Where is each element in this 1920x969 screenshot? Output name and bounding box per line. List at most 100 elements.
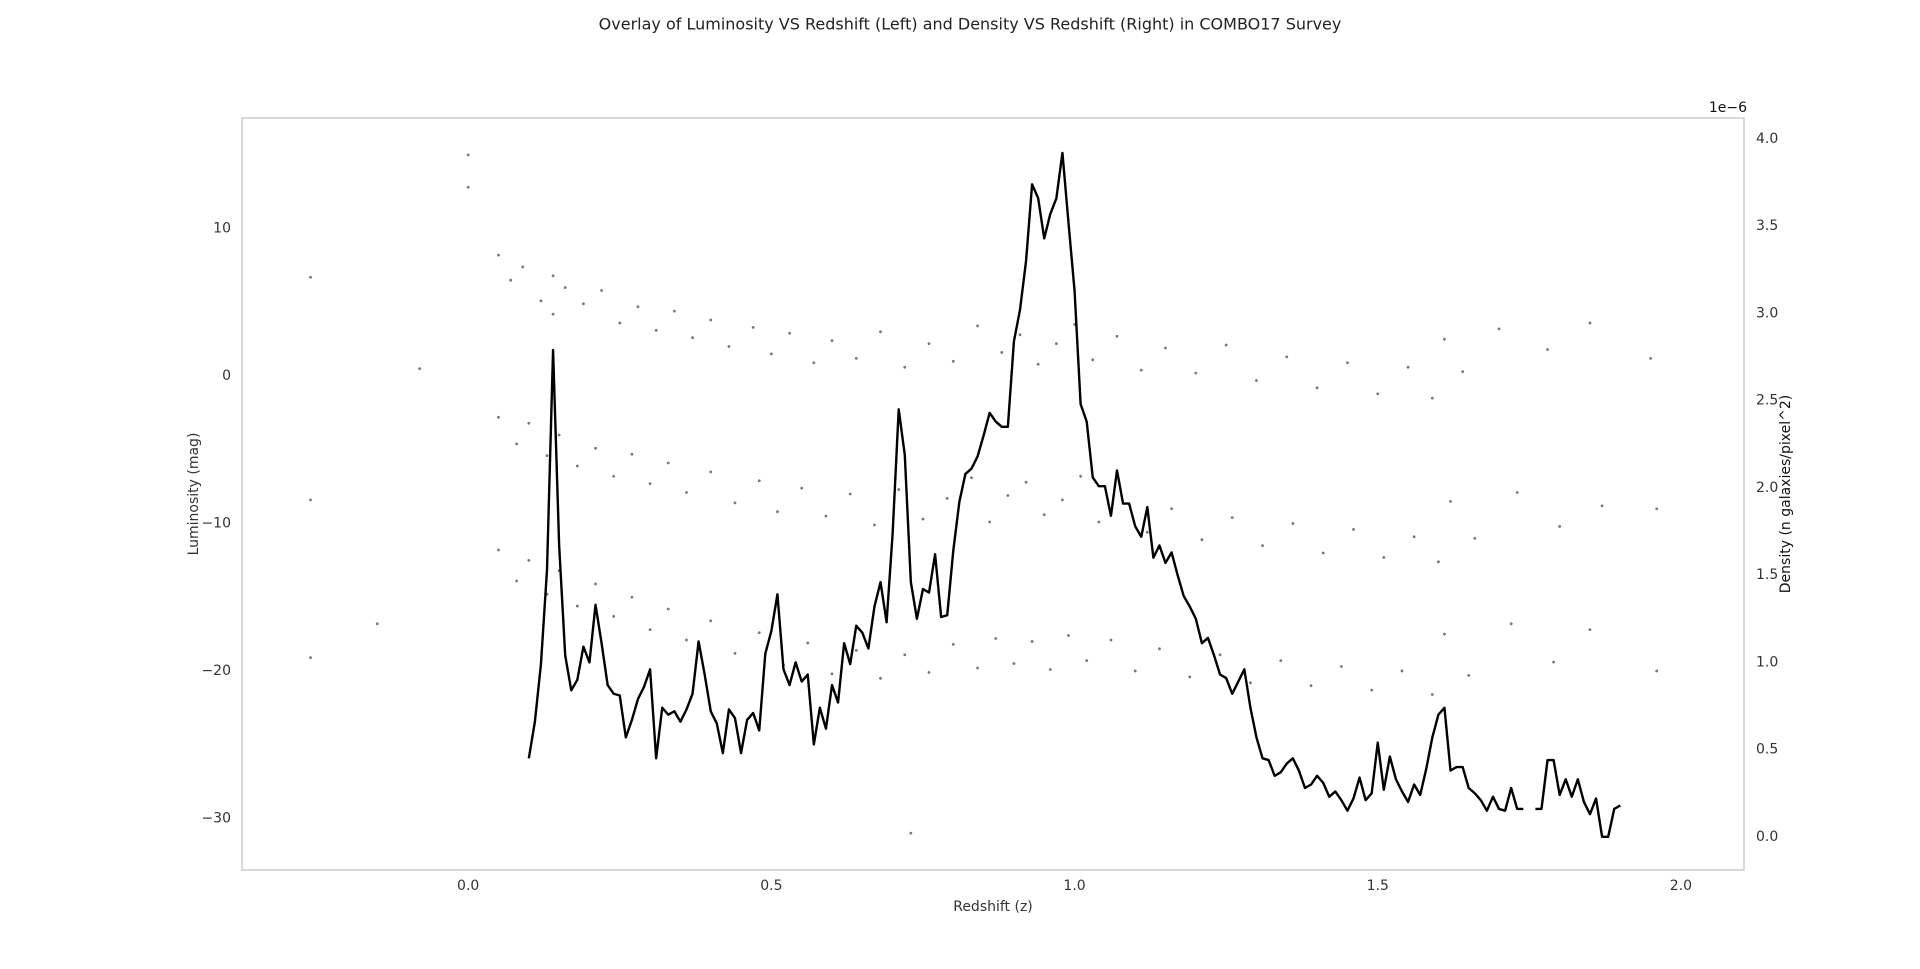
- scatter-point: [1024, 480, 1028, 484]
- scatter-point: [654, 328, 658, 332]
- scatter-point: [1461, 370, 1465, 374]
- scatter-point: [666, 461, 670, 465]
- scatter-point: [709, 619, 713, 623]
- scatter-point: [879, 676, 882, 680]
- scatter-point: [1552, 660, 1555, 664]
- scatter-point: [672, 309, 676, 313]
- x-tick-label: 1.0: [1063, 878, 1085, 894]
- scatter-point: [375, 622, 379, 626]
- x-tick-label: 0.5: [760, 878, 782, 894]
- scatter-point: [1370, 688, 1374, 692]
- scatter-point: [612, 474, 616, 478]
- scatter-point: [812, 361, 816, 365]
- scatter-point: [1115, 334, 1119, 338]
- y-axis-label: Luminosity (mag): [186, 433, 202, 556]
- scatter-point: [515, 442, 519, 446]
- scatter-point: [909, 831, 913, 835]
- scatter-point: [994, 637, 998, 640]
- scatter-point: [1382, 556, 1386, 559]
- y2-tick-label: 4.0: [1756, 131, 1778, 147]
- density-line: [527, 151, 1621, 839]
- scatter-point: [594, 446, 597, 450]
- scatter-point: [539, 299, 543, 303]
- scatter-point: [757, 479, 761, 483]
- scatter-point: [1406, 365, 1410, 369]
- scatter-point: [497, 548, 500, 552]
- scatter-point: [563, 286, 567, 289]
- scatter-point: [1321, 551, 1325, 555]
- scatter-point: [830, 672, 834, 676]
- scatter-point: [527, 558, 531, 562]
- scatter-point: [1588, 628, 1592, 632]
- scatter-point: [1109, 638, 1113, 642]
- scatter-point: [594, 582, 597, 586]
- scatter-point: [691, 336, 694, 340]
- y-tick-label: −30: [201, 810, 231, 826]
- scatter-point: [1346, 361, 1349, 365]
- scatter-point: [1079, 474, 1083, 478]
- scatter-point: [927, 342, 931, 345]
- scatter-point: [921, 517, 925, 521]
- scatter-point: [757, 631, 761, 635]
- scatter-point: [1133, 669, 1137, 673]
- scatter-point: [1000, 351, 1004, 354]
- y-tick-label: −10: [201, 515, 231, 531]
- scatter-point: [1249, 681, 1252, 685]
- scatter-point: [1430, 396, 1434, 400]
- plot-frame: [241, 117, 1745, 871]
- scatter-point: [709, 318, 713, 322]
- scatter-point: [1352, 527, 1355, 531]
- scatter-point: [648, 628, 652, 632]
- scatter-point: [727, 345, 731, 348]
- scatter-point: [1218, 653, 1222, 657]
- scatter-point: [1255, 379, 1258, 382]
- scatter-point: [854, 356, 858, 360]
- scatter-point: [612, 614, 616, 618]
- scatter-point: [879, 330, 882, 334]
- y-tick-label: −20: [201, 663, 231, 679]
- scatter-point: [1170, 507, 1173, 511]
- scatter-point: [1145, 530, 1149, 534]
- scatter-point: [1036, 362, 1040, 366]
- scatter-point: [897, 488, 901, 491]
- scatter-point: [800, 486, 804, 490]
- scatter-point: [685, 491, 688, 494]
- x-tick-label: 2.0: [1670, 878, 1692, 894]
- scatter-point: [309, 498, 312, 502]
- scatter-point: [1194, 371, 1198, 375]
- scatter-point: [1054, 342, 1058, 345]
- scatter-point: [1018, 333, 1022, 337]
- scatter-point: [1655, 507, 1659, 511]
- y2-tick-label: 3.5: [1756, 218, 1778, 234]
- scatter-point: [581, 302, 585, 306]
- scatter-point: [600, 289, 603, 292]
- scatter-point: [309, 656, 312, 660]
- scatter-point: [1655, 669, 1659, 673]
- scatter-point: [1158, 647, 1161, 651]
- x-tick-label: 0.0: [457, 878, 479, 894]
- scatter-point: [1200, 538, 1204, 542]
- y2-tick-label: 0.5: [1756, 742, 1778, 758]
- scatter-point: [1515, 491, 1519, 494]
- scatter-point: [1449, 499, 1452, 503]
- scatter-point: [1339, 665, 1343, 668]
- y-tick-label: 0: [222, 368, 231, 384]
- x-tick-label: 1.5: [1367, 878, 1389, 894]
- scatter-point: [976, 324, 979, 328]
- scatter-point: [1006, 494, 1010, 497]
- x-axis-label: Redshift (z): [953, 899, 1033, 915]
- scatter-point: [551, 274, 555, 278]
- scatter-point: [1261, 544, 1264, 548]
- scatter-point: [630, 452, 634, 456]
- scatter-point: [1473, 536, 1477, 540]
- scatter-point: [551, 312, 555, 316]
- scatter-point: [1012, 662, 1016, 665]
- scatter-point: [545, 454, 549, 458]
- scatter-point: [1588, 321, 1592, 325]
- scatter-point: [1412, 535, 1416, 539]
- scatter-point: [824, 514, 828, 518]
- scatter-point: [1091, 358, 1095, 362]
- scatter-point: [1085, 659, 1089, 663]
- y-tick-label: 10: [213, 221, 231, 237]
